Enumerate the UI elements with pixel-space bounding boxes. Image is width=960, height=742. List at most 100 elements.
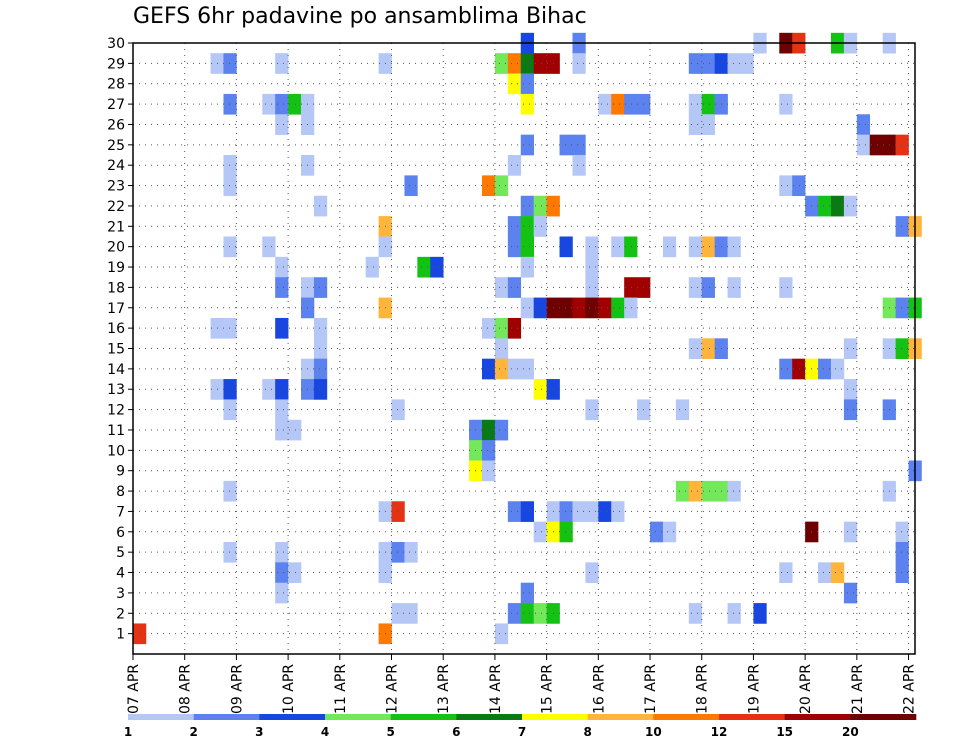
heatmap-cell — [275, 399, 289, 421]
x-tick-label: 22 APR — [902, 664, 918, 714]
heatmap-cell — [611, 236, 625, 258]
heatmap-cell — [856, 134, 871, 156]
colorbar-swatch — [456, 714, 523, 720]
heatmap-cell — [624, 297, 638, 319]
heatmap-cell — [533, 603, 547, 624]
heatmap-cell — [520, 216, 534, 237]
heatmap-cell — [675, 480, 690, 502]
heatmap-cell — [688, 603, 703, 624]
heatmap-cell — [481, 175, 496, 197]
y-tick-label: 8 — [116, 484, 125, 500]
heatmap-cell — [598, 501, 612, 522]
heatmap-cell — [753, 603, 767, 624]
heatmap-cell — [494, 317, 509, 339]
heatmap-cell — [223, 53, 237, 74]
heatmap-cell — [688, 480, 703, 502]
colorbar-swatch — [128, 714, 194, 720]
heatmap-cell — [223, 236, 237, 258]
heatmap-cell — [507, 277, 522, 298]
heatmap-cell — [533, 297, 547, 319]
heatmap-cell — [895, 134, 909, 156]
heatmap-cell — [559, 521, 573, 543]
heatmap-cell — [598, 297, 612, 319]
x-tick-label: 14 APR — [488, 664, 504, 714]
heatmap-cell — [520, 501, 534, 522]
y-tick-label: 4 — [116, 566, 125, 582]
heatmap-cell — [481, 317, 496, 339]
y-tick-label: 25 — [107, 138, 125, 154]
x-tick-label: 07 APR — [126, 664, 142, 714]
heatmap-cell — [520, 93, 534, 115]
heatmap-cell — [572, 297, 586, 319]
y-tick-label: 16 — [107, 321, 125, 337]
heatmap-cell — [830, 358, 845, 380]
heatmap-cell — [624, 236, 638, 258]
x-tick-label: 09 APR — [229, 664, 245, 714]
heatmap-cell — [843, 195, 858, 217]
heatmap-cell — [262, 93, 276, 115]
colorbar-swatch — [193, 714, 260, 720]
colorbar-label: 2 — [189, 725, 197, 739]
heatmap-cell — [662, 236, 677, 258]
heatmap-cell — [559, 297, 573, 319]
colorbar-label: 12 — [711, 725, 728, 739]
heatmap-cell — [520, 195, 534, 217]
heatmap-cell — [611, 297, 625, 319]
heatmap-cell — [313, 277, 328, 298]
heatmap-cell — [701, 114, 715, 135]
heatmap-cell — [507, 155, 522, 176]
y-tick-label: 30 — [107, 36, 125, 52]
x-tick-label: 10 APR — [281, 664, 297, 714]
heatmap-cell — [494, 175, 509, 197]
heatmap-cell — [520, 53, 534, 74]
heatmap-cell — [740, 53, 754, 74]
heatmap-cell — [223, 399, 237, 421]
heatmap-cell — [275, 53, 289, 74]
heatmap-cell — [650, 521, 664, 543]
heatmap-cell — [313, 317, 328, 339]
heatmap-cell — [585, 236, 599, 258]
x-tick-label: 18 APR — [695, 664, 711, 714]
heatmap-cell — [223, 541, 237, 563]
heatmap-cell — [520, 236, 534, 258]
heatmap-cell — [727, 480, 741, 502]
y-tick-label: 13 — [107, 382, 125, 398]
heatmap-cell — [727, 236, 741, 258]
heatmap-cell — [275, 277, 289, 298]
colorbar-label: 20 — [842, 725, 859, 739]
heatmap-cell — [611, 93, 625, 115]
heatmap-cell — [843, 582, 858, 604]
heatmap-cell — [701, 53, 715, 74]
heatmap-cell — [391, 501, 405, 522]
heatmap-cell — [507, 236, 522, 258]
heatmap-cell — [288, 562, 302, 584]
y-tick-label: 20 — [107, 240, 125, 256]
heatmap-cell — [223, 480, 237, 502]
heatmap-cell — [430, 256, 444, 278]
heatmap-cell — [494, 277, 509, 298]
heatmap-cell — [688, 53, 703, 74]
heatmap-cell — [779, 93, 793, 115]
heatmap-cell — [533, 195, 547, 217]
y-tick-label: 10 — [107, 443, 125, 459]
y-tick-label: 19 — [107, 260, 125, 276]
y-tick-label: 21 — [107, 219, 125, 235]
heatmap-cell — [365, 256, 379, 278]
colorbar-label: 4 — [321, 725, 329, 739]
heatmap-cell — [507, 216, 522, 237]
heatmap-cell — [275, 93, 289, 115]
heatmap-cell — [520, 358, 534, 380]
colorbar-label: 5 — [386, 725, 394, 739]
colorbar-label: 7 — [518, 725, 526, 739]
colorbar-swatch — [784, 714, 851, 720]
x-tick-label: 20 APR — [798, 664, 814, 714]
y-tick-label: 5 — [116, 545, 125, 561]
heatmap-cell — [895, 216, 909, 237]
chart-title: GEFS 6hr padavine po ansamblima Bihac — [133, 4, 587, 29]
y-tick-label: 17 — [107, 301, 125, 317]
x-tick-label: 16 APR — [591, 664, 607, 714]
heatmap-cell — [662, 521, 677, 543]
heatmap-cell — [585, 562, 599, 584]
heatmap-cell — [727, 53, 741, 74]
heatmap-cell — [688, 93, 703, 115]
